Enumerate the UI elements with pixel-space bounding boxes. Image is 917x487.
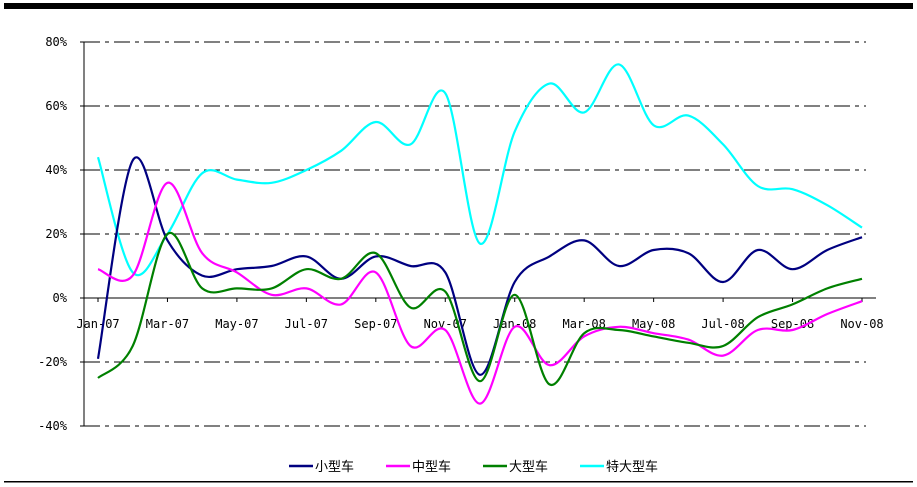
x-tick-labels: Jan-07 Mar-07 May-07 Jul-07 Sep-07 Nov-07 Jan-… bbox=[76, 317, 883, 331]
x-tick-label: Sep-07 bbox=[354, 317, 397, 331]
bottom-rule bbox=[4, 481, 913, 483]
y-tick-label: 60% bbox=[45, 99, 67, 113]
x-tick-label: May-08 bbox=[632, 317, 675, 331]
x-tick-label: Mar-07 bbox=[146, 317, 189, 331]
legend-label: 特大型车 bbox=[606, 459, 658, 475]
series-lines bbox=[96, 63, 863, 405]
legend-label: 小型车 bbox=[315, 459, 354, 475]
series-line bbox=[97, 231, 863, 386]
x-tick-label: Nov-08 bbox=[840, 317, 883, 331]
legend: 小型车 中型车 大型车 特大型车 bbox=[289, 459, 658, 475]
y-tick-label: 0% bbox=[53, 291, 68, 305]
x-tick-label: Jan-08 bbox=[493, 317, 536, 331]
series-line bbox=[96, 156, 863, 376]
axes bbox=[80, 41, 876, 427]
y-tick-label: -40% bbox=[38, 419, 68, 433]
x-tick-label: Sep-08 bbox=[771, 317, 814, 331]
legend-label: 大型车 bbox=[509, 459, 548, 475]
y-tick-label: 80% bbox=[45, 35, 67, 49]
x-tick-label: Jul-08 bbox=[701, 317, 744, 331]
legend-label: 中型车 bbox=[412, 459, 451, 475]
y-tick-label: 20% bbox=[45, 227, 67, 241]
series-line bbox=[96, 63, 863, 277]
x-tick-label: May-07 bbox=[215, 317, 258, 331]
y-tick-labels: -40% -20% 0% 20% 40% 60% 80% bbox=[38, 35, 68, 433]
x-tick-label: Jan-07 bbox=[76, 317, 119, 331]
y-tick-label: -20% bbox=[38, 355, 68, 369]
top-rule bbox=[4, 3, 913, 9]
series-line bbox=[97, 181, 863, 405]
x-tick-label: Jul-07 bbox=[285, 317, 328, 331]
y-tick-label: 40% bbox=[45, 163, 67, 177]
